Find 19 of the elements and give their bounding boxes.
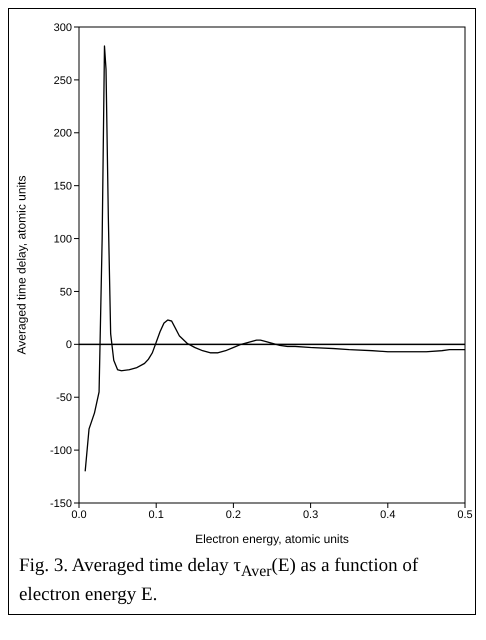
y-tick-label: 250 <box>54 74 72 87</box>
x-tick-label: 0.5 <box>457 508 473 521</box>
y-tick-label: 50 <box>60 286 72 298</box>
x-tick-label: 0.3 <box>302 508 318 521</box>
y-tick-label: 100 <box>54 233 72 246</box>
x-tick-label: 0.4 <box>380 508 396 521</box>
x-tick-label: 0.0 <box>71 508 87 521</box>
x-tick-label: 0.2 <box>226 508 242 521</box>
y-axis-title: Averaged time delay, atomic units <box>14 176 28 354</box>
text: Fig. 3. Averaged time delay τ$_{Aver}$(E) as a function of electron energy E. <box>19 555 418 606</box>
y-tick-label: 200 <box>54 128 72 140</box>
x-tick-label: 0.1 <box>148 508 164 521</box>
y-tick-label: -100 <box>50 445 72 458</box>
y-tick-label: -50 <box>56 392 72 404</box>
y-tick-label: 300 <box>54 22 72 34</box>
y-tick-label: 0 <box>66 339 72 352</box>
x-axis-title: Electron energy, atomic units <box>195 532 349 546</box>
y-tick-label: 150 <box>54 180 72 193</box>
y-tick-label: -150 <box>50 498 72 510</box>
